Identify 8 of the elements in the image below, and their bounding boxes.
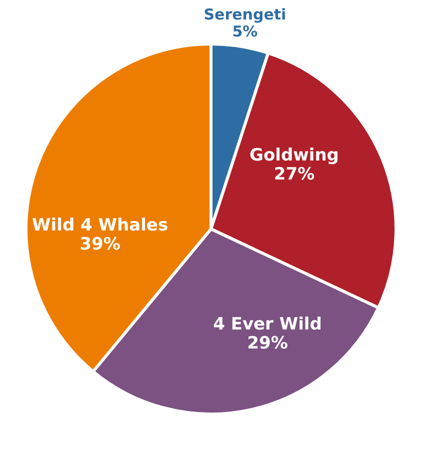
data-label: 39% xyxy=(80,234,120,255)
data-label: 27% xyxy=(274,164,315,185)
data-label: 29% xyxy=(247,334,288,354)
slice-label: Wild 4 Whales xyxy=(32,216,168,236)
slice-label: 4 Ever Wild xyxy=(213,314,322,335)
slice-label: Serengeti xyxy=(204,6,286,24)
slice-label: Goldwing xyxy=(250,146,339,166)
data-label: 5% xyxy=(232,22,258,41)
